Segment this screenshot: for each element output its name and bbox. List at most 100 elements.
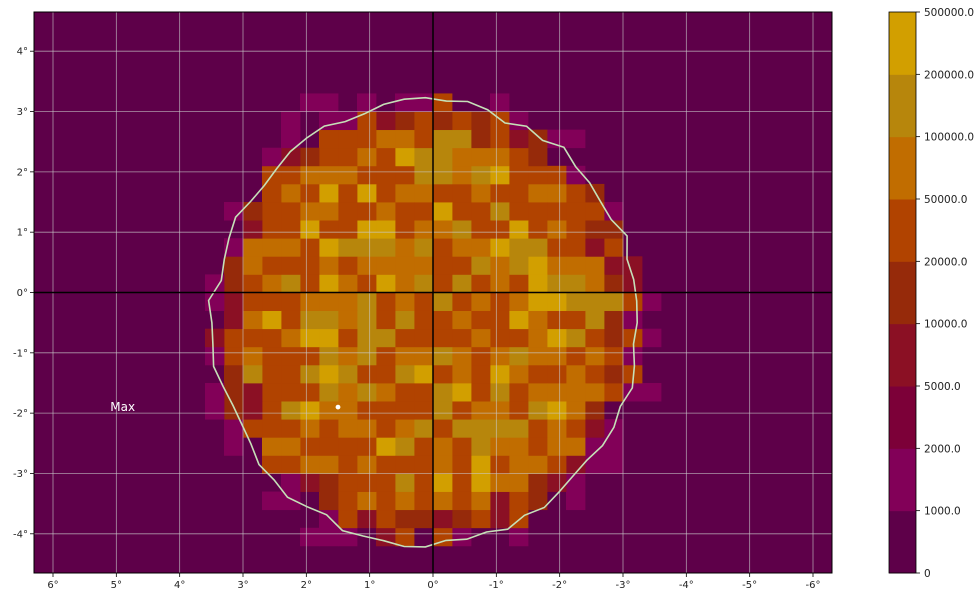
heatmap-cell bbox=[490, 129, 510, 149]
heatmap-cell bbox=[395, 220, 415, 239]
heatmap-cell bbox=[471, 183, 491, 203]
heatmap-cell bbox=[490, 328, 510, 348]
heatmap-cell bbox=[300, 382, 320, 402]
heatmap-cell bbox=[224, 310, 244, 330]
heatmap-cell bbox=[357, 455, 377, 474]
heatmap-cell bbox=[224, 419, 244, 438]
heatmap-cell bbox=[300, 165, 320, 185]
heatmap-cell bbox=[319, 183, 339, 203]
heatmap-cell bbox=[490, 364, 510, 384]
heatmap-cell bbox=[319, 202, 339, 221]
heatmap-cell bbox=[281, 382, 301, 402]
heatmap-cell bbox=[376, 437, 396, 456]
heatmap-cell bbox=[224, 274, 244, 293]
heatmap-cell bbox=[490, 455, 510, 474]
heatmap-cell bbox=[376, 527, 396, 547]
heatmap-cell bbox=[623, 382, 643, 402]
heatmap-cell bbox=[433, 364, 453, 384]
max-marker bbox=[335, 404, 341, 410]
heatmap-cell bbox=[357, 473, 377, 492]
heatmap-cell bbox=[243, 256, 263, 275]
heatmap-cell bbox=[414, 419, 434, 438]
heatmap-cell bbox=[547, 419, 567, 438]
heatmap-cell bbox=[642, 328, 662, 348]
heatmap-cell bbox=[528, 364, 548, 384]
heatmap-cell bbox=[604, 220, 624, 239]
heatmap-cell bbox=[376, 401, 396, 420]
heatmap-cell bbox=[395, 238, 415, 257]
heatmap-cell bbox=[566, 274, 586, 293]
heatmap-cell bbox=[414, 111, 434, 131]
heatmap-cell bbox=[300, 183, 320, 203]
heatmap-cell bbox=[585, 220, 605, 239]
heatmap-cell bbox=[262, 455, 282, 474]
heatmap-cell bbox=[243, 401, 263, 420]
heatmap-cell bbox=[623, 274, 643, 293]
heatmap-cell bbox=[490, 382, 510, 402]
heatmap-cell bbox=[471, 220, 491, 239]
heatmap-cell bbox=[452, 202, 472, 221]
heatmap-cell bbox=[205, 292, 225, 311]
y-tick-label: 1° bbox=[17, 228, 28, 239]
heatmap-cell bbox=[376, 202, 396, 221]
heatmap-cell bbox=[452, 328, 472, 348]
colorbar-tick-label: 5000.0 bbox=[924, 381, 961, 393]
heatmap-cell bbox=[319, 292, 339, 311]
heatmap-cell bbox=[566, 328, 586, 348]
heatmap-cell bbox=[528, 165, 548, 185]
heatmap-cell bbox=[414, 147, 434, 167]
heatmap-cell bbox=[604, 346, 624, 366]
heatmap-cell bbox=[452, 220, 472, 239]
heatmap-cell bbox=[566, 238, 586, 257]
heatmap-cell bbox=[604, 238, 624, 257]
y-tick-label: 2° bbox=[17, 167, 28, 178]
heatmap-cell bbox=[433, 274, 453, 293]
heatmap-cell bbox=[471, 491, 491, 511]
heatmap-cell bbox=[490, 491, 510, 511]
heatmap-cell bbox=[243, 310, 263, 330]
heatmap-cell bbox=[357, 274, 377, 293]
heatmap-cell bbox=[319, 165, 339, 185]
heatmap-cell bbox=[490, 346, 510, 366]
heatmap-cell bbox=[395, 310, 415, 330]
y-tick-label: -1° bbox=[13, 348, 28, 359]
heatmap-cell bbox=[376, 346, 396, 366]
heatmap-cell bbox=[376, 382, 396, 402]
heatmap-cell bbox=[547, 473, 567, 492]
heatmap-cell bbox=[338, 147, 358, 167]
heatmap-cell bbox=[566, 129, 586, 149]
heatmap-cell bbox=[357, 382, 377, 402]
heatmap-cell bbox=[490, 202, 510, 221]
heatmap-cell bbox=[604, 364, 624, 384]
heatmap-cell bbox=[490, 473, 510, 492]
heatmap-cell bbox=[490, 183, 510, 203]
heatmap-cell bbox=[262, 437, 282, 456]
heatmap-cell bbox=[509, 202, 529, 221]
heatmap-cell bbox=[604, 328, 624, 348]
heatmap-cell bbox=[395, 419, 415, 438]
region-contour bbox=[207, 96, 639, 548]
heatmap-cell bbox=[414, 202, 434, 221]
heatmap-cell bbox=[566, 455, 586, 474]
heatmap-cell bbox=[566, 491, 586, 511]
heatmap-cell bbox=[452, 129, 472, 149]
heatmap-cell bbox=[319, 419, 339, 438]
heatmap-cell bbox=[262, 491, 282, 511]
heatmap-cell bbox=[376, 274, 396, 293]
heatmap-cell bbox=[547, 165, 567, 185]
colorbar-segment bbox=[889, 12, 916, 75]
heatmap-cell bbox=[528, 473, 548, 492]
heatmap-cell bbox=[338, 401, 358, 420]
heatmap-cell bbox=[471, 202, 491, 221]
heatmap-cell bbox=[395, 202, 415, 221]
heatmap-cell bbox=[224, 401, 244, 420]
heatmap-cell bbox=[357, 220, 377, 239]
heatmap-cell bbox=[547, 455, 567, 474]
heatmap-cell bbox=[224, 238, 244, 257]
heatmap-cell bbox=[547, 310, 567, 330]
x-tick-label: 2° bbox=[301, 580, 312, 591]
heatmap-cells bbox=[205, 93, 662, 547]
heatmap-cell bbox=[471, 292, 491, 311]
heatmap-cell bbox=[528, 274, 548, 293]
heatmap-cell bbox=[414, 256, 434, 275]
